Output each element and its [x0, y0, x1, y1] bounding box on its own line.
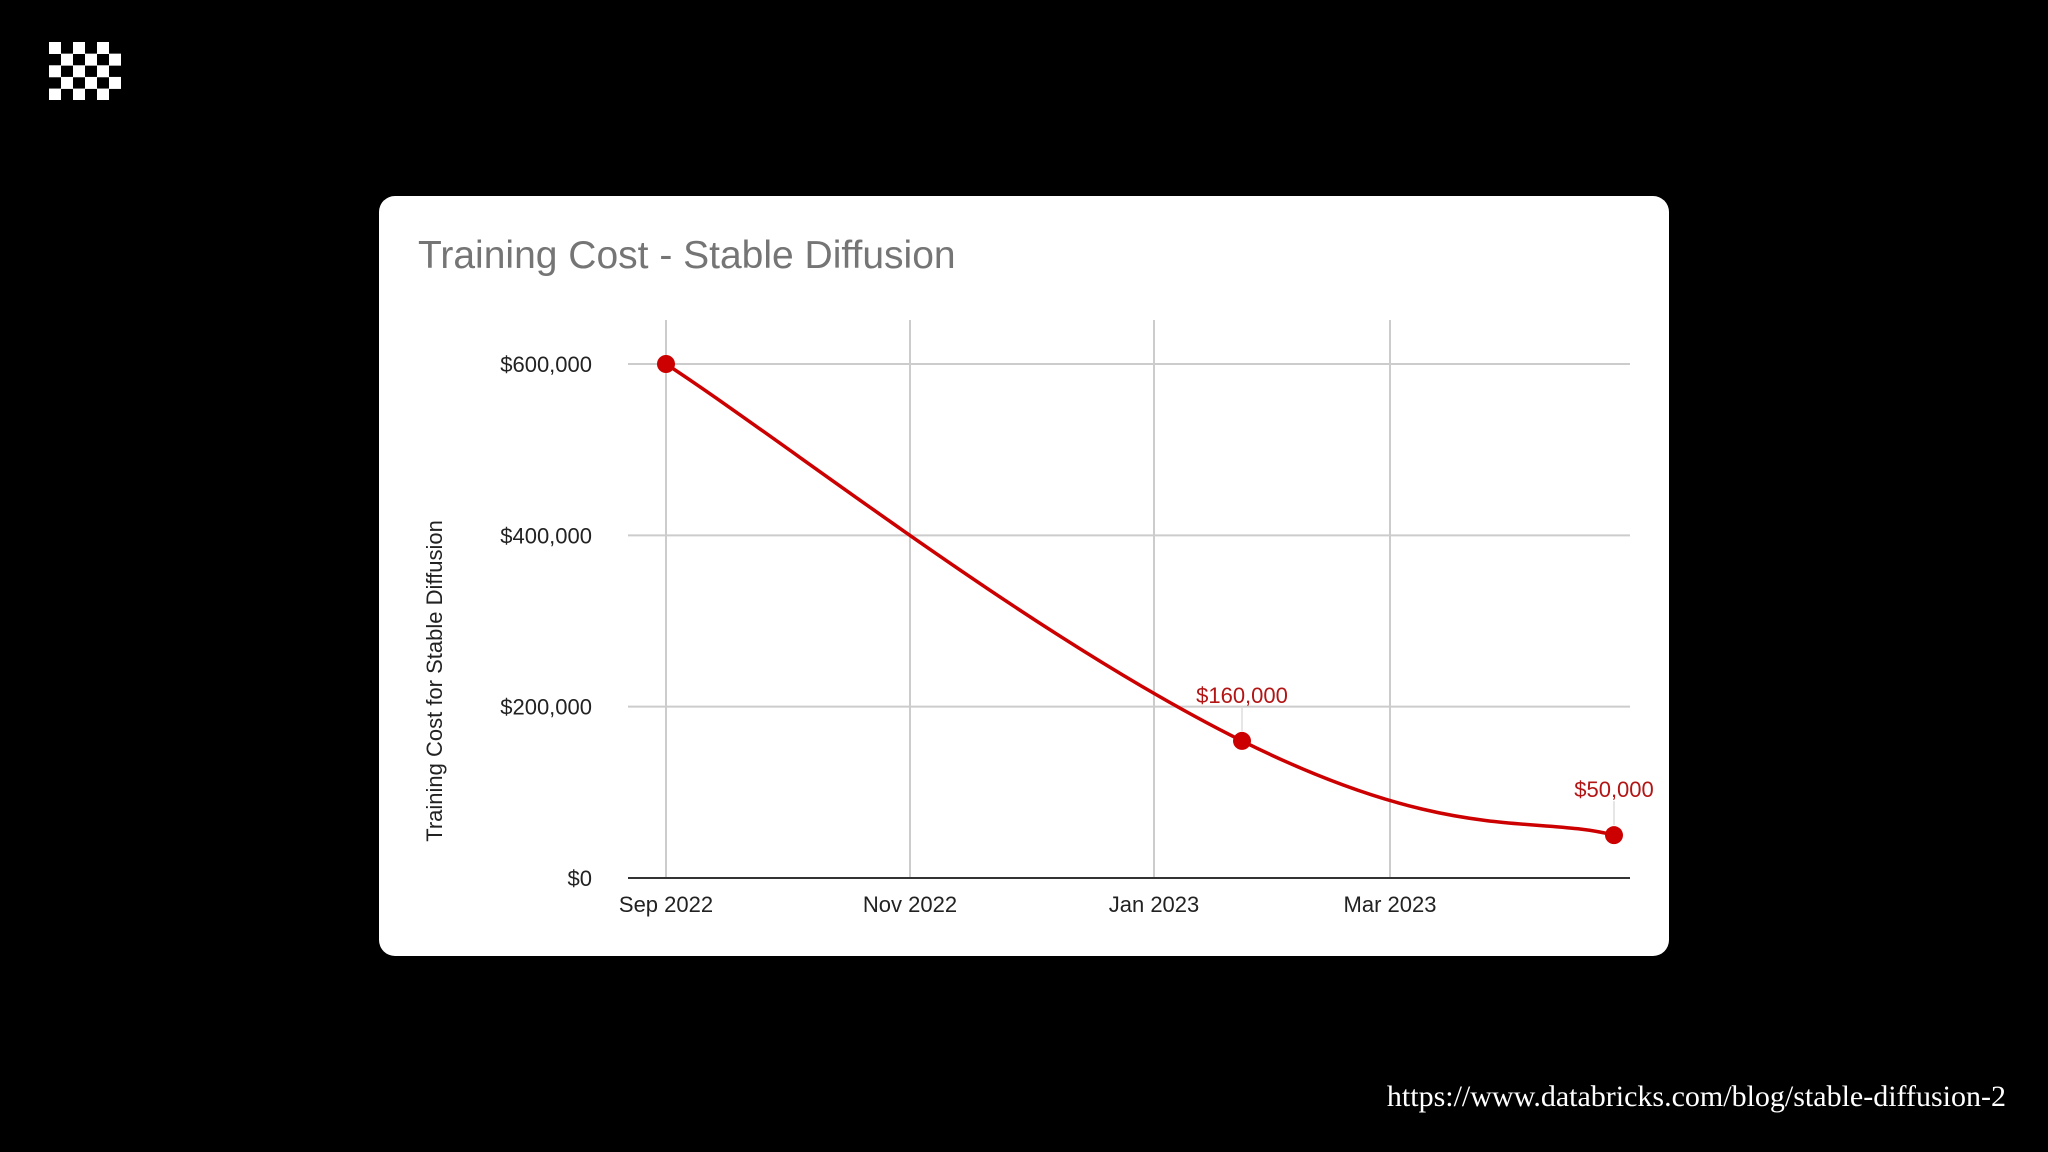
data-label: $160,000: [1196, 683, 1288, 708]
data-point: [1233, 731, 1251, 750]
x-tick-label: Nov 2022: [863, 892, 957, 917]
x-tick-label: Mar 2023: [1344, 892, 1437, 917]
x-tick-label: Jan 2023: [1109, 892, 1200, 917]
logo-square: [97, 42, 109, 54]
data-point: [1605, 826, 1623, 845]
logo-square: [61, 53, 73, 66]
chart-title: Training Cost - Stable Diffusion: [418, 234, 956, 277]
logo-square: [97, 88, 109, 100]
y-tick-label: $0: [568, 866, 592, 891]
y-tick-label: $200,000: [500, 695, 592, 720]
data-point: [657, 355, 675, 373]
chart-card: Training Cost - Stable Diffusion $0 $200,…: [379, 196, 1669, 956]
logo-square: [85, 53, 97, 66]
logo-square: [73, 42, 85, 54]
logo-square: [97, 65, 109, 78]
data-label: $50,000: [1574, 777, 1654, 802]
y-tick-label: $400,000: [500, 523, 592, 548]
logo-square: [49, 88, 61, 100]
logo-square: [73, 65, 85, 78]
x-tick-label: Sep 2022: [619, 892, 713, 917]
logo-square: [85, 76, 97, 89]
logo-square: [61, 76, 73, 89]
logo-square: [49, 65, 61, 78]
logo-square: [49, 42, 61, 54]
logo-square: [109, 76, 121, 89]
checkered-grid-logo-icon: [49, 42, 121, 100]
logo-square: [73, 88, 85, 100]
y-tick-label: $600,000: [500, 352, 592, 377]
line-chart: $0 $200,000 $400,000 $600,000 Sep 2022 Nov 20…: [422, 320, 1654, 917]
logo-square: [109, 53, 121, 66]
y-axis-label: Training Cost for Stable Diffusion: [422, 520, 447, 842]
series-line: [665, 362, 1615, 837]
source-url: https://www.databricks.com/blog/stable-d…: [1386, 1080, 2006, 1113]
